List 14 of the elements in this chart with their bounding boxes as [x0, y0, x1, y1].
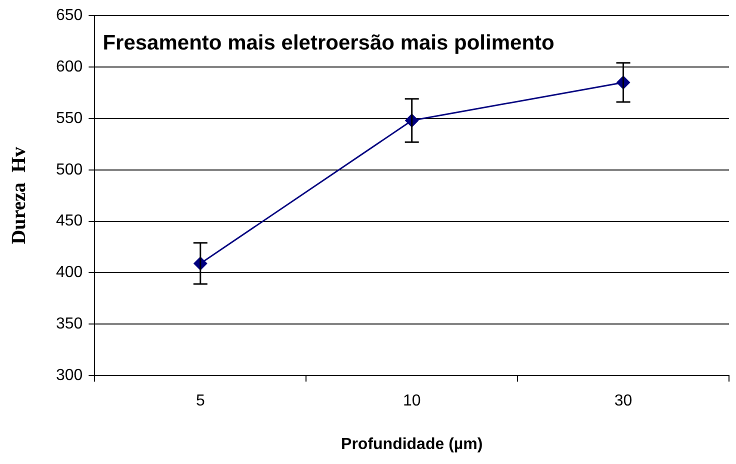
y-tick-label: 350 [56, 316, 83, 333]
y-tick-label: 600 [56, 58, 83, 76]
y-tick-label: 450 [56, 212, 83, 230]
text: Fresamento mais eletroersão mais polimento [102, 32, 554, 55]
y-tick-label: 400 [56, 264, 83, 282]
y-axis-title: Dureza Hv [8, 146, 30, 244]
x-axis-title: Profundidade (µm) [341, 436, 483, 453]
x-tick-label: 10 [402, 392, 421, 410]
x-tick-label: 30 [614, 392, 632, 410]
y-tick-label: 550 [56, 110, 83, 127]
y-tick-label: 500 [56, 161, 83, 178]
y-tick-label: 300 [56, 367, 83, 384]
x-tick-label: 5 [196, 392, 205, 410]
y-tick-label: 650 [56, 7, 83, 24]
